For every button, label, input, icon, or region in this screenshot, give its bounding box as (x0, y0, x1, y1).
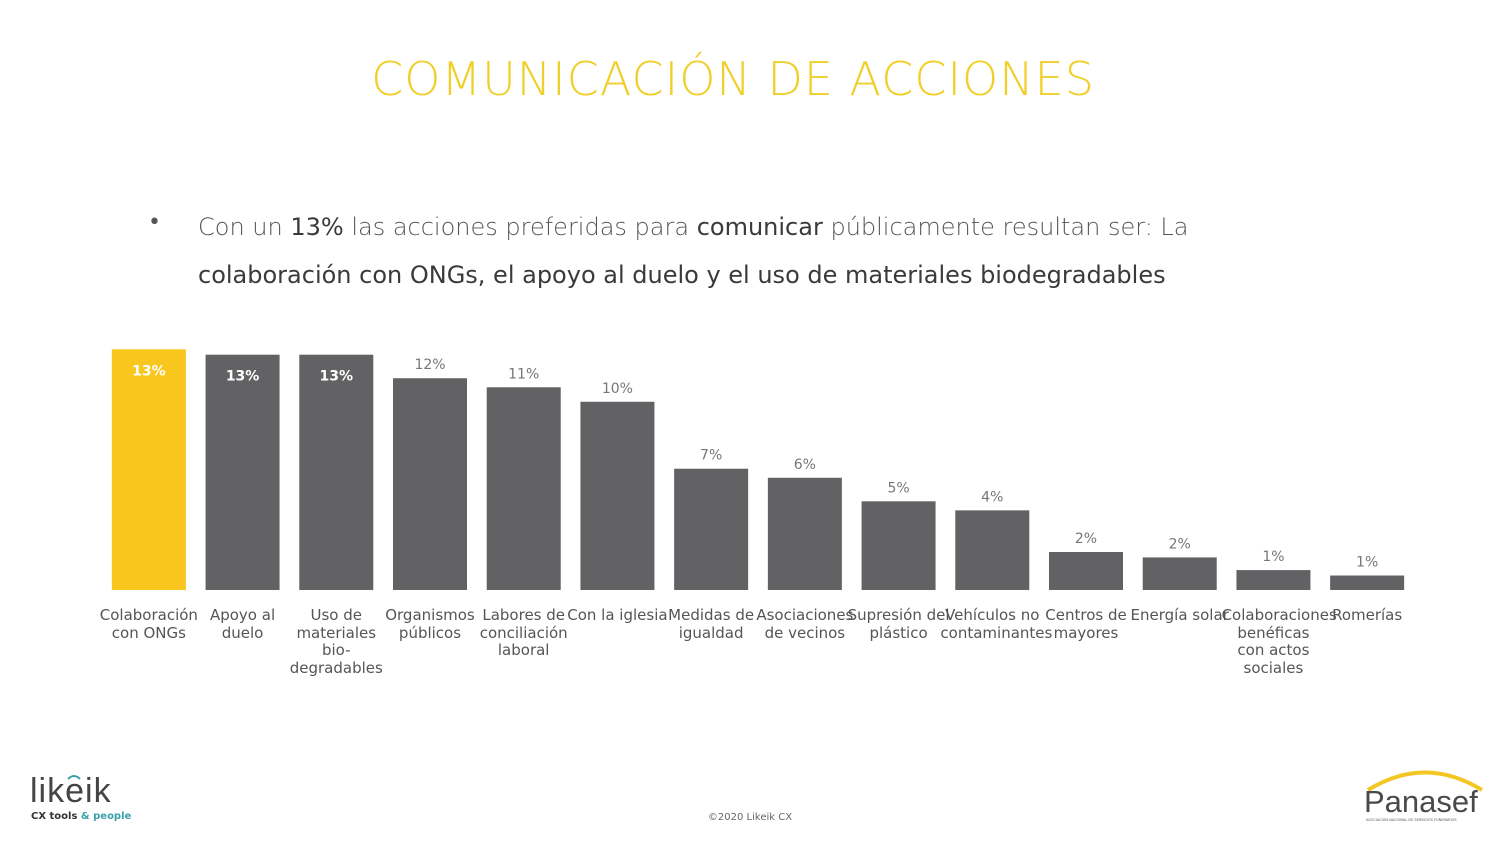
bar (111, 349, 186, 590)
x-tick-label: Con la iglesia (567, 606, 668, 624)
x-tick-label: Apoyo al duelo (209, 606, 276, 642)
bullet-segment: 13% (290, 213, 344, 241)
x-tick-label: Uso de materiales bio-degradables (289, 606, 383, 677)
tagline-b: & people (80, 811, 132, 822)
bullet-segment: públicamente resultan ser: La (822, 213, 1189, 241)
value-label: 13% (320, 369, 354, 385)
value-label: 1% (1262, 549, 1284, 565)
copyright: ©2020 Likeik CX (707, 812, 793, 823)
value-label: 2% (1169, 536, 1191, 552)
likeik-mark (67, 775, 81, 780)
x-tick-label: Supresión del plástico (847, 606, 950, 642)
bar (861, 501, 936, 590)
x-tick-label: Labores de conciliación laboral (479, 606, 568, 659)
slide-title: COMUNICACIÓN DE ACCIONES (371, 52, 1095, 106)
panasef-arc (1366, 770, 1484, 792)
bullet-segment: comunicar (696, 213, 823, 241)
value-label: 2% (1075, 531, 1097, 547)
panasef-subtitle: ASOCIACIÓN NACIONAL DE SERVICIOS FUNERAR… (1366, 818, 1457, 822)
bar (580, 401, 655, 590)
x-tick-label: Romerías (1332, 606, 1403, 624)
bar (674, 468, 749, 590)
likeik-tagline: CX tools & people (31, 811, 131, 822)
bar (393, 378, 467, 590)
value-label: 6% (794, 457, 816, 473)
value-label: 7% (700, 448, 722, 464)
bar (299, 354, 374, 590)
bar (767, 477, 842, 590)
x-tick-label: Colaboraciones benéficas con actos socia… (1221, 606, 1337, 677)
value-label: 10% (602, 381, 633, 397)
value-label: 12% (414, 357, 445, 373)
value-label: 4% (981, 489, 1003, 505)
value-label: 5% (887, 480, 909, 496)
x-tick-label: Medidas de igualdad (668, 606, 755, 642)
x-tick-label: Asociaciones de vecinos (756, 606, 854, 642)
bar (486, 387, 561, 590)
value-label: 1% (1356, 555, 1378, 571)
bar (955, 510, 1030, 590)
bullet-segment: las acciones preferidas para (343, 213, 697, 241)
bar (1236, 570, 1311, 590)
value-label: 13% (226, 369, 260, 385)
bullet-marker: • (148, 210, 161, 235)
x-tick-label: Vehículos no contaminantes (940, 606, 1053, 642)
x-tick-label: Centros de mayores (1045, 606, 1127, 642)
bar (205, 354, 280, 590)
bar (1330, 575, 1405, 590)
panasef-logo: Panasef (1364, 784, 1478, 819)
bullet-text: Con un 13% las acciones preferidas para … (198, 203, 1338, 299)
bullet-segment: Con un (198, 213, 291, 241)
bullet-segment: colaboración con ONGs, el apoyo al duelo… (198, 261, 1166, 289)
value-label: 13% (132, 363, 166, 379)
likeik-logo: likeik (30, 772, 112, 810)
tagline-a: CX tools (31, 811, 78, 822)
x-tick-label: Energía solar (1130, 606, 1229, 624)
x-tick-label: Organismos públicos (385, 606, 475, 642)
bar (1142, 557, 1217, 590)
bar (1049, 551, 1123, 590)
x-tick-label: Colaboración con ONGs (99, 606, 198, 642)
value-label: 11% (508, 366, 539, 382)
